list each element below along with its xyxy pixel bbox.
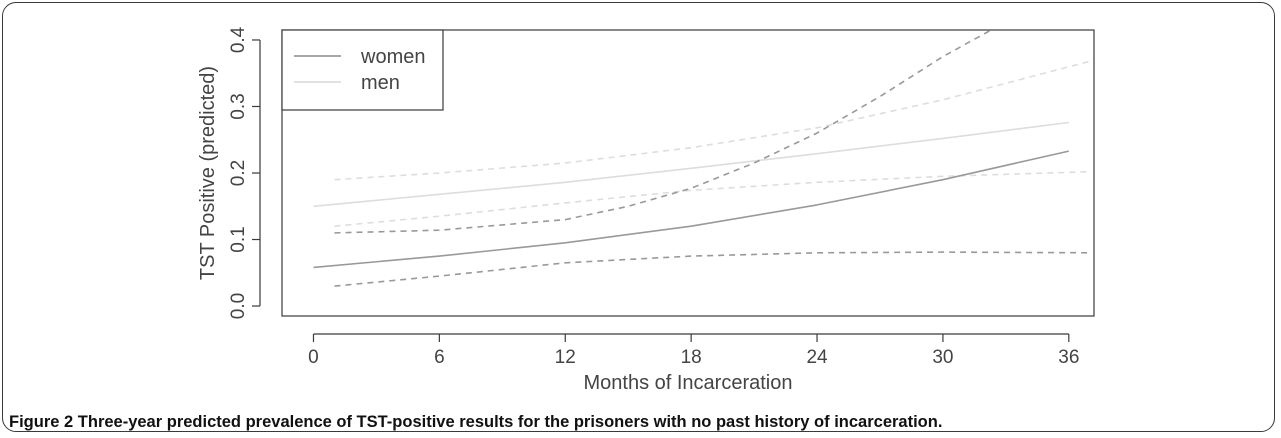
tst-chart: 0.0 0.1 0.2 0.3 0.4 0 6 12 18 24 30 36 women men Mo… — [197, 26, 1095, 394]
y-tick-label: 0.2 — [228, 160, 249, 186]
legend: women men — [281, 29, 444, 111]
x-tick-label: 30 — [932, 347, 953, 368]
legend-box — [281, 29, 444, 111]
women-lower-bound-line — [334, 251, 1090, 287]
y-axis: 0.0 0.1 0.2 0.3 0.4 — [228, 26, 261, 319]
women-upper-bound-line — [334, 30, 992, 234]
series-group — [313, 30, 1091, 287]
y-axis-label: TST Positive (predicted) — [197, 66, 219, 280]
figure-caption-text: Three-year predicted prevalence of TST-p… — [77, 413, 943, 431]
y-tick-label: 0.3 — [228, 93, 249, 119]
figure-caption: Figure 2 Three-year predicted prevalence… — [9, 413, 942, 432]
men-lower-bound-line — [334, 170, 1090, 227]
x-tick-label: 36 — [1058, 347, 1079, 368]
men-estimate-line — [313, 121, 1069, 208]
y-tick-label: 0.0 — [228, 293, 249, 319]
x-tick-label: 0 — [308, 347, 319, 368]
x-tick-label: 12 — [555, 347, 576, 368]
x-tick-label: 6 — [434, 347, 445, 368]
legend-label-men: men — [361, 72, 400, 94]
women-estimate-line — [313, 150, 1069, 269]
plot-area-box — [281, 29, 1095, 317]
figure-frame — [2, 2, 1275, 432]
men-upper-bound-line — [334, 60, 1091, 181]
y-tick-label: 0.4 — [228, 26, 249, 53]
x-axis-label: Months of Incarceration — [584, 372, 793, 394]
legend-label-women: women — [360, 46, 425, 68]
y-tick-label: 0.1 — [228, 226, 249, 252]
x-tick-label: 24 — [806, 347, 828, 368]
x-tick-label: 18 — [681, 347, 702, 368]
x-axis: 0 6 12 18 24 30 36 — [308, 333, 1079, 368]
figure-label: Figure 2 — [9, 413, 74, 431]
